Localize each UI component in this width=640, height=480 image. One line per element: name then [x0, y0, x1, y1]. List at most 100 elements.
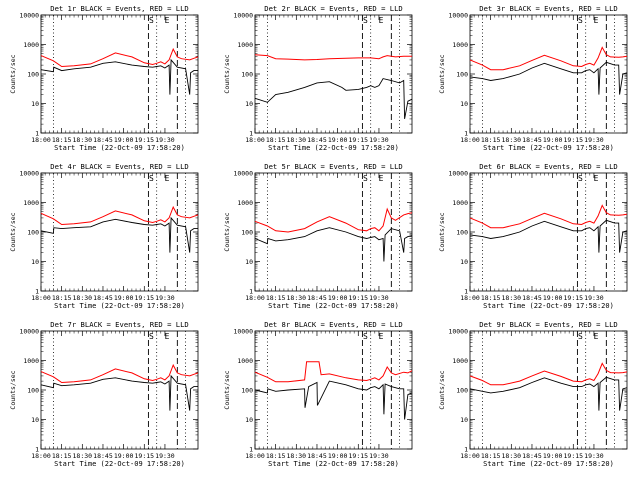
- series-events-line: [469, 61, 628, 95]
- x-tick-label: 18:45: [93, 452, 113, 460]
- y-tick-label: 10: [460, 416, 468, 424]
- series-lld-line: [254, 54, 412, 61]
- y-tick-label: 1000: [452, 199, 468, 207]
- panel-title: Det 5r BLACK = Events, RED = LLD: [264, 162, 402, 171]
- panel-title: Det 6r BLACK = Events, RED = LLD: [479, 162, 617, 171]
- x-tick-label: 18:00: [245, 136, 265, 144]
- y-tick-label: 10000: [233, 328, 253, 336]
- series-events-line: [254, 227, 413, 262]
- series-events-line: [254, 380, 413, 420]
- y-tick-label: 100: [456, 71, 468, 79]
- x-tick-label: 18:45: [307, 136, 327, 144]
- y-axis-label: Counts/sec: [223, 212, 231, 251]
- x-tick-label: 19:00: [114, 294, 134, 302]
- series-lld-line: [254, 207, 413, 233]
- series-lld-line: [469, 204, 628, 229]
- y-tick-label: 1000: [237, 41, 253, 49]
- x-tick-label: 18:30: [287, 452, 307, 460]
- y-tick-label: 1000: [23, 357, 39, 365]
- marker-label-s: S: [363, 16, 368, 25]
- x-tick-label: 19:15: [564, 294, 584, 302]
- panel-title: Det 8r BLACK = Events, RED = LLD: [264, 320, 402, 329]
- x-tick-label: 18:30: [287, 136, 307, 144]
- series-lld-line: [40, 47, 199, 68]
- x-axis-label: Start Time (22-Oct-09 17:58:20): [54, 144, 185, 152]
- y-tick-label: 10: [460, 100, 468, 108]
- x-tick-label: 18:30: [502, 294, 522, 302]
- panel-title: Det 9r BLACK = Events, RED = LLD: [479, 320, 617, 329]
- y-tick-label: 10000: [19, 328, 39, 336]
- series-lld-line: [254, 361, 413, 383]
- x-tick-label: 18:15: [481, 294, 501, 302]
- x-tick-label: 19:15: [564, 136, 584, 144]
- x-tick-label: 18:45: [307, 452, 327, 460]
- x-tick-label: 19:15: [135, 294, 155, 302]
- series-events-line: [254, 78, 413, 119]
- x-tick-label: 18:30: [73, 452, 93, 460]
- panel-2: Det 2r BLACK = Events, RED = LLD 1 10 100 10…: [223, 4, 413, 152]
- y-tick-label: 10: [245, 258, 253, 266]
- marker-label-e: E: [594, 332, 599, 341]
- y-tick-label: 1: [464, 288, 468, 296]
- y-tick-label: 1000: [237, 199, 253, 207]
- y-tick-label: 10000: [448, 170, 468, 178]
- x-tick-label: 18:15: [266, 136, 286, 144]
- panel-4: Det 4r BLACK = Events, RED = LLD 1 10 100 10…: [9, 162, 199, 310]
- y-tick-label: 10000: [233, 12, 253, 20]
- marker-label-e: E: [594, 16, 599, 25]
- panel-title: Det 2r BLACK = Events, RED = LLD: [264, 4, 402, 13]
- series-lld-line: [469, 362, 628, 386]
- x-axis-label: Start Time (22-Oct-09 17:58:20): [483, 144, 614, 152]
- marker-label-s: S: [149, 16, 154, 25]
- marker-label-s: S: [578, 16, 583, 25]
- x-tick-label: 18:15: [481, 136, 501, 144]
- marker-label-e: E: [165, 332, 170, 341]
- x-tick-label: 19:00: [543, 294, 563, 302]
- y-tick-label: 10: [460, 258, 468, 266]
- x-tick-label: 18:45: [307, 294, 327, 302]
- x-tick-label: 18:00: [245, 452, 265, 460]
- x-tick-label: 18:45: [93, 136, 113, 144]
- y-tick-label: 1: [464, 446, 468, 454]
- y-tick-label: 100: [241, 387, 253, 395]
- y-tick-label: 100: [456, 229, 468, 237]
- x-tick-label: 18:00: [31, 136, 51, 144]
- series-lld-line: [40, 363, 199, 384]
- y-tick-label: 10000: [448, 328, 468, 336]
- series-events-line: [469, 219, 628, 253]
- x-tick-label: 19:30: [155, 294, 175, 302]
- y-tick-label: 100: [27, 387, 39, 395]
- x-tick-label: 18:45: [522, 452, 542, 460]
- x-tick-label: 18:45: [522, 136, 542, 144]
- x-tick-label: 18:30: [73, 136, 93, 144]
- marker-label-s: S: [578, 174, 583, 183]
- y-tick-label: 1000: [452, 41, 468, 49]
- x-tick-label: 18:15: [52, 452, 72, 460]
- y-axis-label: Counts/sec: [9, 370, 17, 409]
- x-tick-label: 18:15: [52, 136, 72, 144]
- marker-label-s: S: [363, 332, 368, 341]
- y-axis-label: Counts/sec: [223, 370, 231, 409]
- x-tick-label: 18:00: [460, 452, 480, 460]
- x-tick-label: 18:45: [93, 294, 113, 302]
- x-axis-label: Start Time (22-Oct-09 17:58:20): [54, 460, 185, 468]
- series-events-line: [40, 216, 198, 253]
- y-tick-label: 10000: [448, 12, 468, 20]
- x-tick-label: 19:30: [584, 294, 604, 302]
- marker-label-e: E: [379, 16, 384, 25]
- y-axis-label: Counts/sec: [9, 212, 17, 251]
- x-tick-label: 19:30: [155, 452, 175, 460]
- x-axis-label: Start Time (22-Oct-09 17:58:20): [268, 460, 399, 468]
- x-tick-label: 19:00: [328, 294, 348, 302]
- panel-6: Det 6r BLACK = Events, RED = LLD 1 10 100 10…: [438, 162, 628, 310]
- series-lld-line: [40, 205, 199, 226]
- x-tick-label: 18:00: [460, 136, 480, 144]
- x-tick-label: 18:30: [502, 452, 522, 460]
- x-tick-label: 19:15: [135, 136, 155, 144]
- y-tick-label: 1000: [452, 357, 468, 365]
- y-tick-label: 10: [245, 100, 253, 108]
- y-tick-label: 10000: [233, 170, 253, 178]
- x-tick-label: 18:15: [266, 294, 286, 302]
- x-tick-label: 18:30: [73, 294, 93, 302]
- y-tick-label: 10: [245, 416, 253, 424]
